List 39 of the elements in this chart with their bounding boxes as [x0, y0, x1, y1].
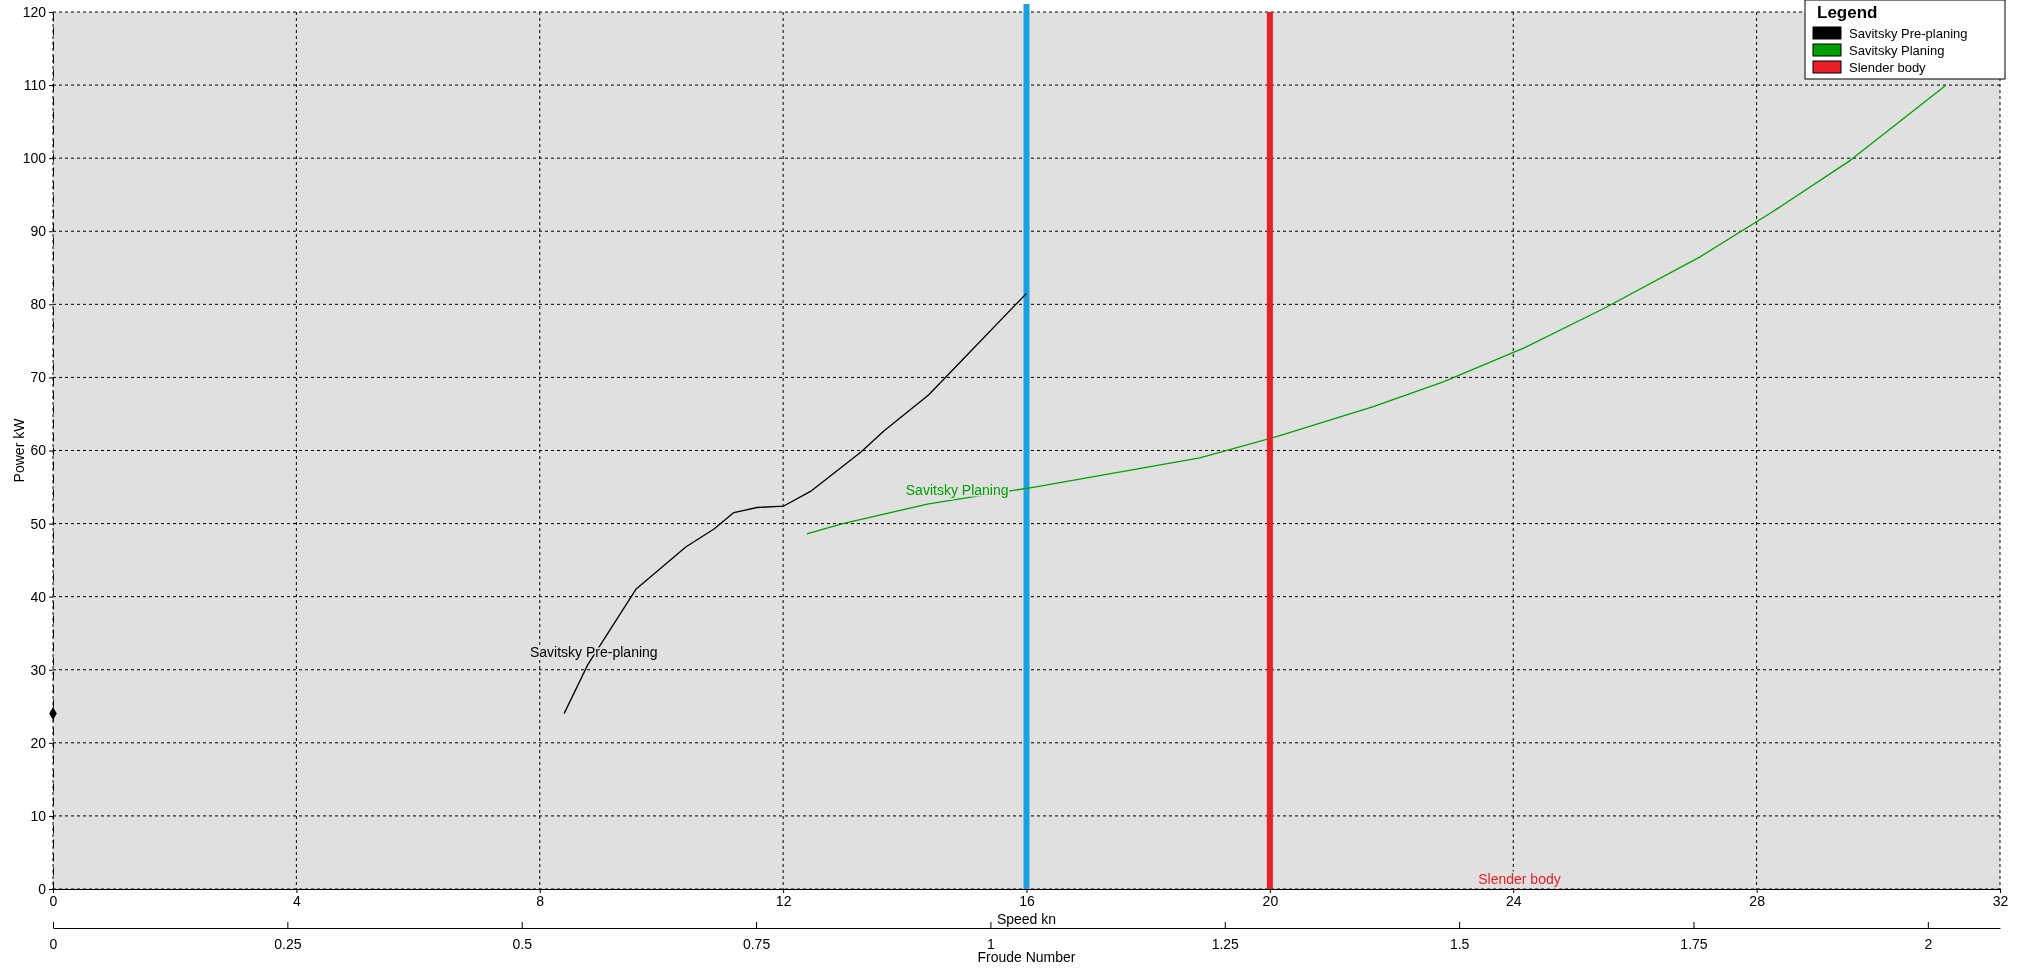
x-tick-label: 8: [536, 892, 545, 909]
x-tick-label: 16: [1019, 892, 1035, 909]
y-tick-label: 40: [30, 588, 47, 605]
y-tick-label: 70: [30, 369, 47, 386]
x2-tick-label: 0.5: [512, 936, 533, 953]
y-axis-title: Power kW: [11, 417, 27, 483]
x-tick-label: 28: [1749, 892, 1766, 909]
x-tick-label: 24: [1505, 892, 1522, 909]
x-axis-title: Speed kn: [996, 911, 1057, 927]
x-tick-label: 4: [292, 892, 301, 909]
x-tick-label: 12: [775, 892, 792, 909]
x2-tick-label: 0: [49, 936, 58, 953]
x2-tick-label: 0.25: [274, 936, 302, 953]
x2-tick-label: 2: [1924, 936, 1933, 953]
y-tick-label: 90: [30, 223, 47, 240]
y-tick-label: 50: [30, 515, 47, 532]
y-tick-label: 20: [30, 734, 47, 751]
x-tick-label: 32: [1992, 892, 2009, 909]
x2-tick-label: 1.25: [1211, 936, 1240, 953]
annotation: Slender body: [1478, 870, 1561, 887]
x-tick-label: 0: [49, 892, 58, 909]
x2-tick-label: 1.75: [1680, 936, 1708, 953]
y-tick-label: 30: [30, 661, 47, 678]
legend-label: Slender body: [1849, 60, 1927, 75]
y-tick-label: 80: [30, 296, 47, 313]
legend-label: Savitsky Pre-planing: [1849, 26, 1968, 41]
y-tick-label: 100: [22, 150, 47, 167]
y-tick-label: 10: [30, 807, 47, 824]
x2-tick-label: 1.5: [1449, 936, 1470, 953]
y-tick-label: 120: [22, 3, 47, 20]
legend-title: Legend: [1817, 3, 1878, 22]
x-tick-label: 20: [1262, 892, 1279, 909]
y-tick-label: 110: [23, 77, 47, 94]
annotation: Savitsky Planing: [905, 481, 1009, 498]
y-tick-label: 60: [30, 442, 47, 459]
y-tick-label: 0: [38, 880, 47, 897]
x2-tick-label: 0.75: [742, 936, 771, 953]
line-series: [806, 85, 1946, 535]
legend-label: Savitsky Planing: [1849, 43, 1945, 58]
